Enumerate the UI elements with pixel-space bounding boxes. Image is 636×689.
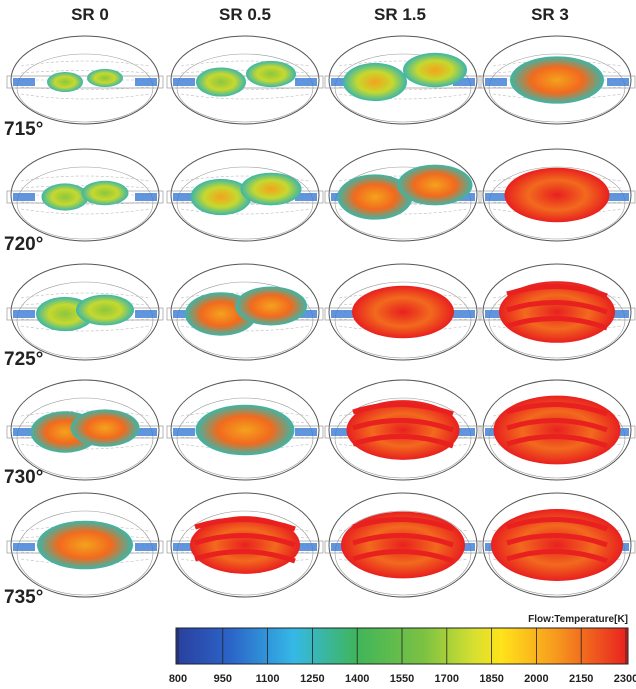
- flame: [403, 53, 467, 87]
- tick-label: 1700: [435, 673, 459, 685]
- tick-label: 1550: [390, 673, 414, 685]
- outlet-jet: [607, 193, 629, 201]
- outlet-jet: [135, 543, 157, 551]
- row-label: 730°: [4, 467, 43, 488]
- flame: [343, 63, 407, 101]
- column-header: SR 3: [531, 5, 569, 24]
- streamline: [181, 61, 309, 66]
- colorbar-title: Flow:Temperature[K]: [528, 614, 628, 625]
- tick-label: 1850: [479, 673, 503, 685]
- figure: SR 0 SR 0.5 SR 1.5 SR 3 715° 720° 725° 730° 735°…: [0, 0, 636, 689]
- inlet-jet: [13, 193, 35, 201]
- outlet-jet: [453, 310, 475, 318]
- inlet-jet: [13, 543, 35, 551]
- row-label: 720°: [4, 234, 43, 255]
- streamline: [21, 94, 149, 99]
- tick-label: 2150: [569, 673, 593, 685]
- flame: [241, 173, 302, 206]
- tick-label: 1250: [300, 673, 324, 685]
- streamline: [21, 71, 149, 74]
- flame: [47, 72, 83, 92]
- cells: [7, 36, 635, 597]
- flame: [196, 405, 295, 456]
- tick-label: 950: [214, 673, 232, 685]
- flame: [82, 181, 129, 205]
- flame: [196, 67, 246, 96]
- outlet-jet: [135, 78, 157, 86]
- flame: [246, 61, 296, 87]
- streamline: [181, 94, 309, 99]
- flame: [510, 56, 604, 103]
- inlet-jet: [485, 193, 507, 201]
- inlet-jet: [13, 310, 35, 318]
- outlet-jet: [295, 78, 317, 86]
- column-header: SR 0: [71, 5, 109, 24]
- streamline: [21, 176, 149, 181]
- flame: [352, 286, 454, 339]
- tick-label: 800: [169, 673, 187, 685]
- outlet-jet: [295, 428, 317, 436]
- inlet-jet: [485, 78, 507, 86]
- outlet-jet: [607, 78, 629, 86]
- colorbar: Flow:Temperature[K] 800 950 1100 1250 1400 15…: [169, 614, 636, 685]
- row-label: 735°: [4, 587, 43, 608]
- inlet-jet: [13, 78, 35, 86]
- streamline: [21, 209, 149, 214]
- outlet-jet: [135, 310, 157, 318]
- outlet-jet: [135, 193, 157, 201]
- tick-label: 2000: [524, 673, 548, 685]
- flame: [71, 409, 140, 446]
- tick-label: 1400: [345, 673, 369, 685]
- tick-label: 1100: [256, 673, 280, 685]
- column-header: SR 0.5: [219, 5, 271, 24]
- flame: [398, 165, 473, 206]
- inlet-jet: [173, 78, 195, 86]
- inlet-jet: [331, 310, 353, 318]
- flame: [505, 168, 610, 222]
- inlet-jet: [173, 428, 195, 436]
- flame: [87, 69, 123, 87]
- row-label: 725°: [4, 349, 43, 370]
- flame: [42, 183, 89, 210]
- row-label: 715°: [4, 119, 43, 140]
- streamline: [21, 293, 149, 298]
- flame: [37, 521, 133, 570]
- tick-label: 2300: [614, 673, 636, 685]
- flame: [76, 295, 134, 326]
- flame: [235, 286, 307, 325]
- streamline: [21, 61, 149, 66]
- column-header: SR 1.5: [374, 5, 426, 24]
- streamline: [21, 326, 149, 331]
